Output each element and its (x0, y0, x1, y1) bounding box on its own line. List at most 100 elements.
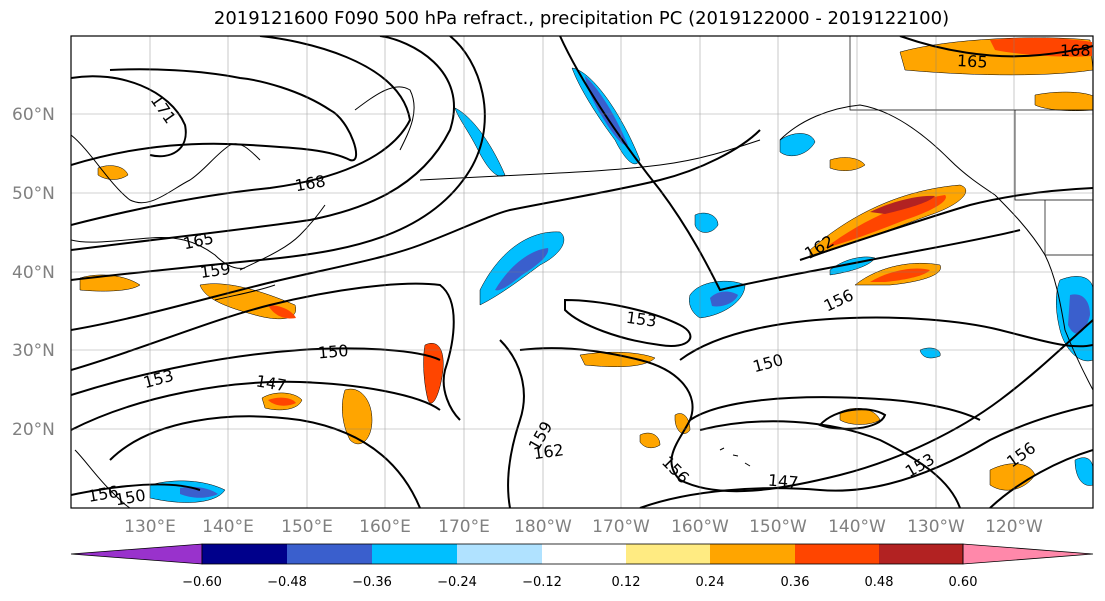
colorbar-tick: −0.24 (437, 575, 477, 590)
lon-label: 130°E (124, 517, 176, 537)
colorbar-outline (201, 543, 964, 565)
lat-label-20n: 20°N (12, 420, 55, 440)
precip-positive-core (825, 195, 946, 248)
precip-positive-core (870, 195, 935, 214)
colorbar-segment (287, 544, 372, 564)
contour-label: 168 (1060, 41, 1091, 60)
contour-line (71, 36, 412, 226)
precip-negative-core (180, 486, 218, 498)
contour-line (519, 319, 1093, 493)
colorbar-tick-labels: −0.60 −0.48 −0.36 −0.24 −0.12 0.12 0.24 … (182, 575, 977, 590)
coastline-kamchatka (354, 86, 415, 151)
contour-line (499, 339, 525, 508)
contour-line (71, 347, 441, 396)
precip-positive-region (639, 432, 661, 449)
precip-positive-core (268, 305, 296, 319)
lat-label-40n: 40°N (12, 263, 55, 283)
contour-line (71, 129, 761, 331)
colorbar-tick: −0.48 (267, 575, 307, 590)
lon-label: 160°E (359, 517, 411, 537)
colorbar-segment (710, 544, 795, 564)
colorbar-tick: 0.24 (696, 575, 725, 590)
latitude-labels: 60°N 50°N 40°N 30°N 20°N (12, 105, 55, 440)
hawaiian-islands (719, 447, 751, 467)
contour-line (559, 36, 1021, 292)
precip-negative-region (919, 347, 941, 359)
contour-label: 147 (767, 471, 799, 493)
lat-label-60n: 60°N (12, 105, 55, 125)
precip-negative-core (495, 248, 549, 291)
contour-line (564, 298, 692, 347)
colorbar-tick: 0.36 (781, 575, 810, 590)
lon-label: 160°W (671, 517, 729, 537)
coastline-na-west (994, 194, 1093, 391)
contour-line (818, 408, 887, 430)
precip-positive-region (97, 165, 129, 180)
lon-label: 140°E (202, 517, 254, 537)
contour-line (109, 415, 421, 508)
precip-negative-core (1068, 294, 1090, 334)
contour-line (679, 316, 1093, 361)
colorbar-tick: −0.60 (182, 575, 222, 590)
lat-label-30n: 30°N (12, 341, 55, 361)
contour-label: 165 (957, 51, 988, 72)
contour-label: 150 (317, 341, 349, 363)
contour-line (71, 483, 201, 496)
precip-positive-region (342, 388, 373, 445)
contour-label: 159 (199, 259, 232, 282)
coastline-japan (214, 204, 326, 301)
precip-positive-region (829, 157, 866, 171)
lat-label-50n: 50°N (12, 184, 55, 204)
contour-line (699, 420, 961, 508)
colorbar-tick: 0.12 (612, 575, 641, 590)
precip-negative-core (710, 291, 738, 307)
aleutian-chain (419, 139, 761, 181)
colorbar-segment (372, 544, 457, 564)
contour-line (799, 187, 1093, 261)
contour-layer (71, 36, 1093, 508)
map-title: 2019121600 F090 500 hPa refract., precip… (213, 8, 950, 29)
colorbar-tick: −0.36 (352, 575, 392, 590)
contour-line (899, 36, 1093, 58)
contour-line (71, 282, 461, 421)
contour-line (71, 36, 455, 251)
colorbar-segment (626, 544, 710, 564)
lon-label: 140°W (828, 517, 886, 537)
contour-label: 150 (114, 485, 147, 509)
contour-line (71, 75, 187, 158)
lon-label: 130°W (907, 517, 965, 537)
precip-negative-region (694, 212, 719, 233)
contour-label: 162 (532, 440, 565, 463)
contour-line (989, 449, 1093, 508)
coastline-philippines (74, 449, 131, 508)
colorbar-segment (542, 544, 626, 564)
contour-line (689, 396, 981, 421)
longitude-labels: 130°E 140°E 150°E 160°E 170°E 180°W 170°… (124, 517, 1043, 537)
contour-line (71, 36, 486, 281)
colorbar-tick: 0.60 (949, 575, 978, 590)
precip-positive-core (268, 397, 296, 406)
contour-label: 153 (625, 308, 658, 331)
lon-label: 150°E (281, 517, 333, 537)
precip-negative-region (779, 133, 816, 157)
graticule (71, 36, 1093, 508)
precip-negative-region (1074, 457, 1093, 486)
precip-negative-core (585, 76, 628, 146)
precip-positive-region (1034, 91, 1093, 112)
contour-line (71, 68, 358, 166)
border-layer (849, 36, 1093, 256)
coastline-layer (71, 86, 1093, 508)
colorbar-extend-left (70, 543, 203, 565)
colorbar-tick: −0.12 (522, 575, 562, 590)
canada-us-border (849, 36, 1093, 256)
contour-line (71, 380, 441, 431)
colorbar-segment (202, 544, 287, 564)
map-frame (70, 35, 1094, 509)
lon-label: 120°W (985, 517, 1043, 537)
lon-label: 180°W (514, 517, 572, 537)
colorbar-extend-right (962, 543, 1094, 565)
colorbar-segment (457, 544, 542, 564)
lon-label: 170°W (592, 517, 650, 537)
precip-positive-region (79, 274, 141, 292)
